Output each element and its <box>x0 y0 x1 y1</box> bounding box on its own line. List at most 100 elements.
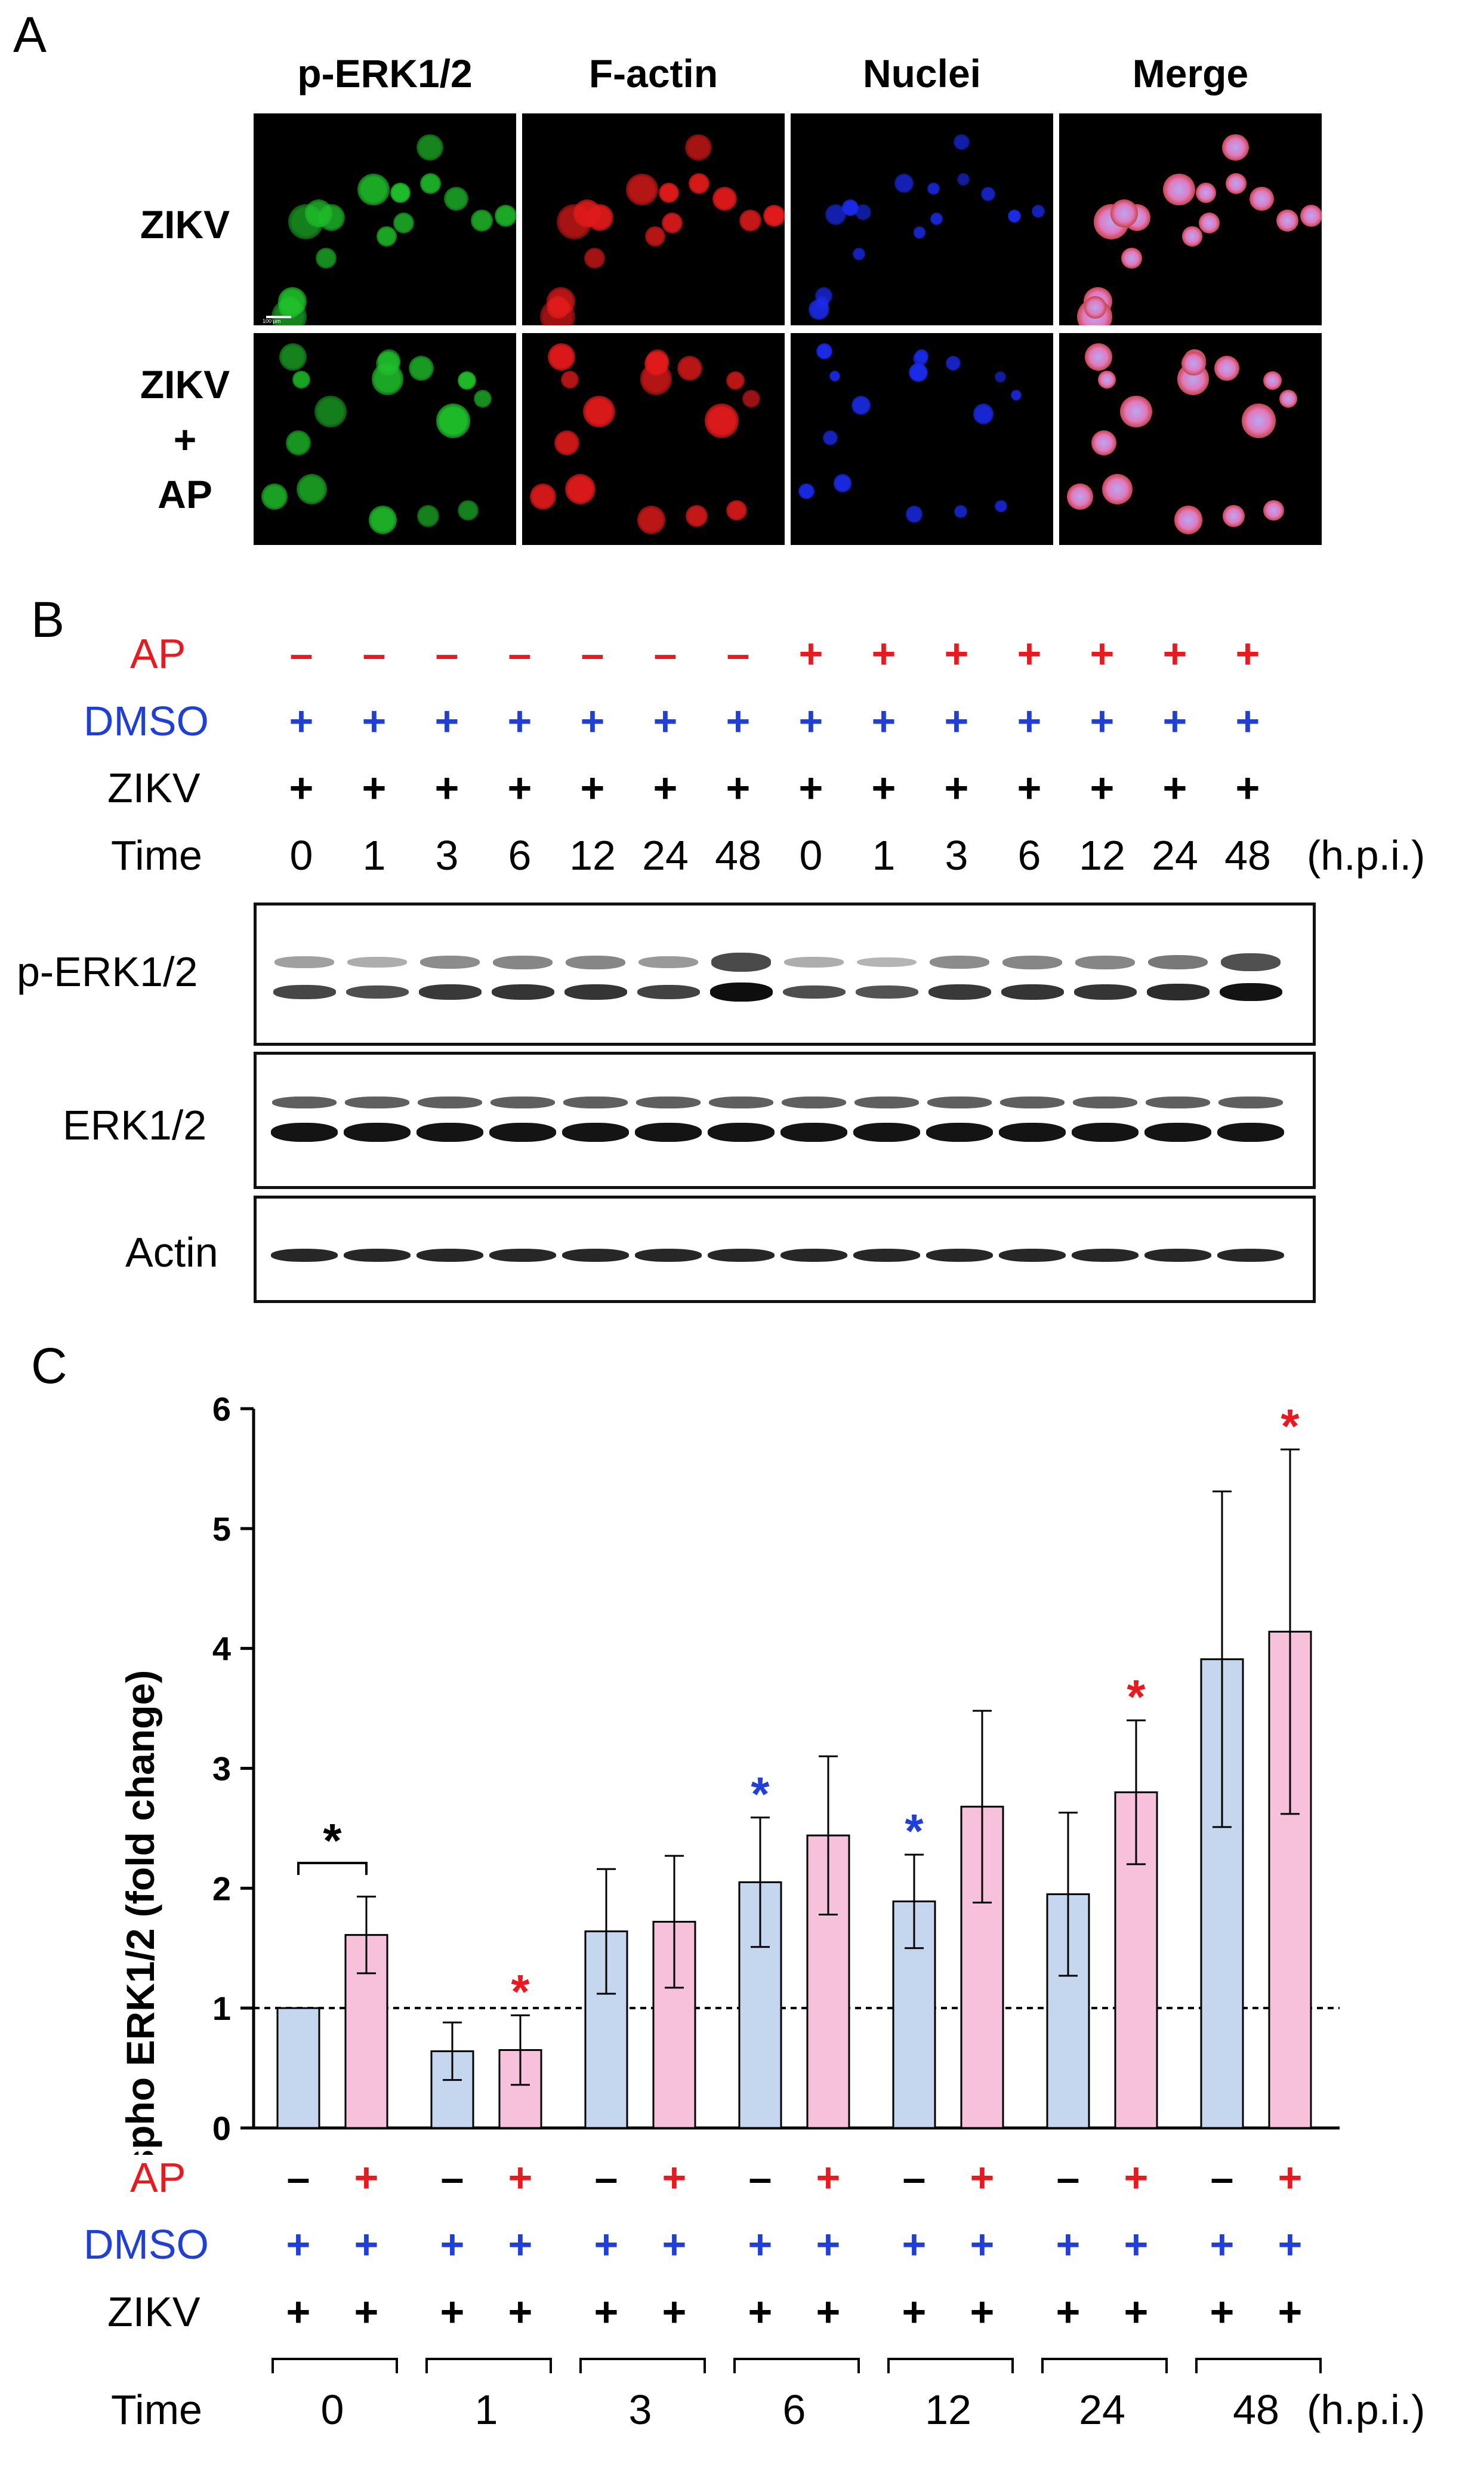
scale-bar <box>266 316 291 318</box>
cell <box>686 505 708 528</box>
dmso_row-12: + <box>1210 2221 1235 2268</box>
dmso-lane-2: + <box>434 698 459 744</box>
band <box>344 1249 411 1262</box>
cell <box>822 430 838 446</box>
band <box>562 1249 629 1262</box>
ap-lane-9: + <box>944 630 969 677</box>
band <box>1217 1249 1284 1262</box>
cell <box>376 351 400 376</box>
cell <box>851 395 871 415</box>
zikv_row-10: + <box>1056 2289 1081 2335</box>
times-lane-9: 3 <box>945 832 968 879</box>
dmso_row-7: + <box>816 2221 841 2268</box>
cell <box>1010 389 1022 401</box>
band <box>635 1123 702 1142</box>
column-header-1: F-actin <box>588 51 718 96</box>
cell <box>894 174 914 193</box>
band <box>1001 984 1064 1000</box>
band <box>1144 1249 1211 1262</box>
c-zikv-row-label: ZIKV <box>107 2289 200 2335</box>
row-label-line: AP <box>158 472 212 516</box>
cell <box>316 248 337 269</box>
ap-lane-5: – <box>653 630 677 677</box>
band <box>345 1097 409 1108</box>
time-category-label: 12 <box>925 2386 971 2433</box>
zikv_row-6: + <box>748 2289 773 2335</box>
band <box>1217 1123 1284 1142</box>
cell <box>626 174 658 206</box>
band <box>416 1249 483 1262</box>
ap-lane-3: – <box>508 630 532 677</box>
zikv_row-0: + <box>286 2289 311 2335</box>
cell <box>1263 500 1284 521</box>
time-category-label: 6 <box>782 2386 806 2433</box>
cell <box>261 483 288 510</box>
cell <box>853 248 865 260</box>
band <box>857 957 917 968</box>
cell <box>815 296 829 310</box>
ap_row-5: + <box>662 2154 687 2201</box>
cell <box>1300 204 1322 227</box>
band <box>711 953 771 972</box>
cell <box>417 505 440 528</box>
comparison-bracket <box>297 1862 368 1875</box>
blot-label-p-erk: p-ERK1/2 <box>17 948 198 995</box>
band <box>1000 1097 1065 1108</box>
band <box>418 1097 482 1108</box>
cell <box>913 351 928 366</box>
band <box>345 985 409 999</box>
bracket-star: * <box>323 1814 342 1867</box>
cell <box>547 343 575 371</box>
cell <box>1084 343 1112 371</box>
band <box>782 985 846 999</box>
row-label-line: ZIKV <box>140 362 230 406</box>
band <box>1146 984 1210 1000</box>
ap_row-0: – <box>286 2154 310 2201</box>
cell <box>973 404 994 424</box>
band <box>564 984 627 1000</box>
micrograph-0-1 <box>522 113 785 325</box>
band <box>780 1249 847 1262</box>
time-category-label: 48 <box>1233 2386 1279 2433</box>
time-group-bracket <box>1195 2358 1322 2373</box>
significance-star: * <box>1127 1670 1146 1723</box>
cell <box>390 182 411 204</box>
cell <box>1097 370 1116 389</box>
cell <box>677 355 702 381</box>
ap_row-6: – <box>748 2154 772 2201</box>
cell <box>436 404 471 438</box>
band <box>854 1097 919 1108</box>
dmso-lane-5: + <box>653 698 678 744</box>
dmso-lane-9: + <box>944 698 969 744</box>
ap_row-2: – <box>440 2154 464 2201</box>
times-lane-11: 12 <box>1079 832 1125 879</box>
cell <box>742 389 761 408</box>
column-header-3: Merge <box>1132 51 1249 96</box>
micrograph-1-2 <box>791 333 1053 545</box>
zikv_row-9: + <box>970 2289 995 2335</box>
cell <box>357 174 390 206</box>
cell <box>704 404 739 438</box>
band <box>271 1249 338 1262</box>
cell <box>684 134 712 161</box>
micrograph-1-3 <box>1059 333 1322 545</box>
band <box>272 1097 337 1108</box>
cell <box>470 209 493 232</box>
zikv_row-8: + <box>902 2289 927 2335</box>
ap_row-3: + <box>508 2154 533 2201</box>
row-label-zikv: ZIKV <box>116 197 254 252</box>
ap-lane-1: – <box>362 630 386 677</box>
zikv-lane-13: + <box>1235 765 1260 811</box>
ap_row-13: + <box>1278 2154 1303 2201</box>
band <box>418 984 482 1000</box>
cell <box>1032 204 1045 218</box>
ap-lane-8: + <box>871 630 896 677</box>
bar-chart: Phospho ERK1/2 (fold change) 0 1 2 3 4 5 6 * * * *… <box>118 1390 1340 2155</box>
cell <box>1223 505 1245 528</box>
zikv-lane-3: + <box>507 765 532 811</box>
dmso_row-9: + <box>970 2221 995 2268</box>
ap-lane-2: – <box>435 630 459 677</box>
row-label-line: ZIKV <box>140 202 230 247</box>
cell <box>841 199 859 217</box>
significance-star: * <box>905 1804 924 1858</box>
